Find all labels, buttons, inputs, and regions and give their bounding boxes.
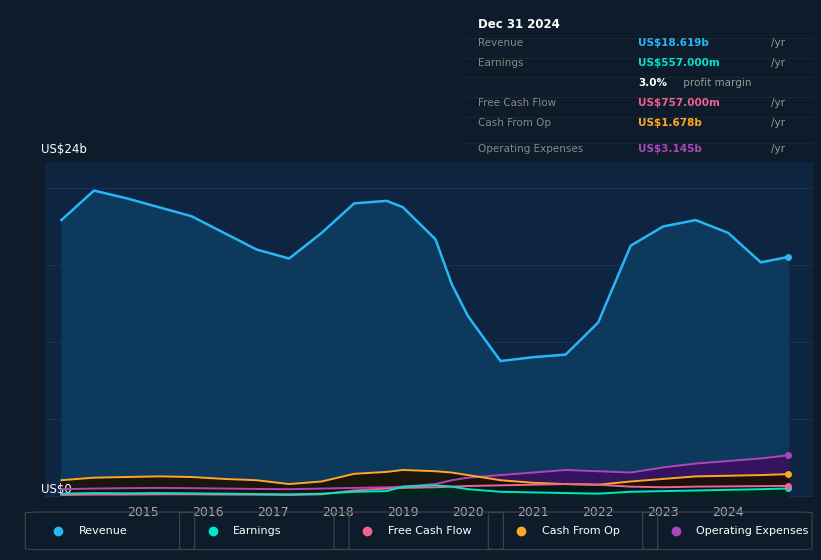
Text: Earnings: Earnings: [233, 526, 282, 536]
Text: Dec 31 2024: Dec 31 2024: [478, 18, 560, 31]
Text: Free Cash Flow: Free Cash Flow: [478, 98, 556, 108]
Text: /yr: /yr: [771, 39, 785, 48]
Text: US$1.678b: US$1.678b: [639, 118, 702, 128]
Text: 3.0%: 3.0%: [639, 78, 667, 88]
Text: US$0: US$0: [41, 483, 72, 496]
Text: Earnings: Earnings: [478, 58, 523, 68]
Text: /yr: /yr: [771, 143, 785, 153]
Text: US$557.000m: US$557.000m: [639, 58, 720, 68]
Text: US$18.619b: US$18.619b: [639, 39, 709, 48]
Text: /yr: /yr: [771, 98, 785, 108]
Text: Operating Expenses: Operating Expenses: [696, 526, 809, 536]
Text: US$757.000m: US$757.000m: [639, 98, 720, 108]
Text: Cash From Op: Cash From Op: [542, 526, 620, 536]
Text: Revenue: Revenue: [79, 526, 127, 536]
Text: US$3.145b: US$3.145b: [639, 143, 702, 153]
Text: profit margin: profit margin: [680, 78, 752, 88]
Text: Operating Expenses: Operating Expenses: [478, 143, 583, 153]
Text: /yr: /yr: [771, 58, 785, 68]
Text: Cash From Op: Cash From Op: [478, 118, 551, 128]
Text: Revenue: Revenue: [478, 39, 523, 48]
Text: /yr: /yr: [771, 118, 785, 128]
Text: US$24b: US$24b: [41, 143, 87, 156]
Text: Free Cash Flow: Free Cash Flow: [388, 526, 471, 536]
